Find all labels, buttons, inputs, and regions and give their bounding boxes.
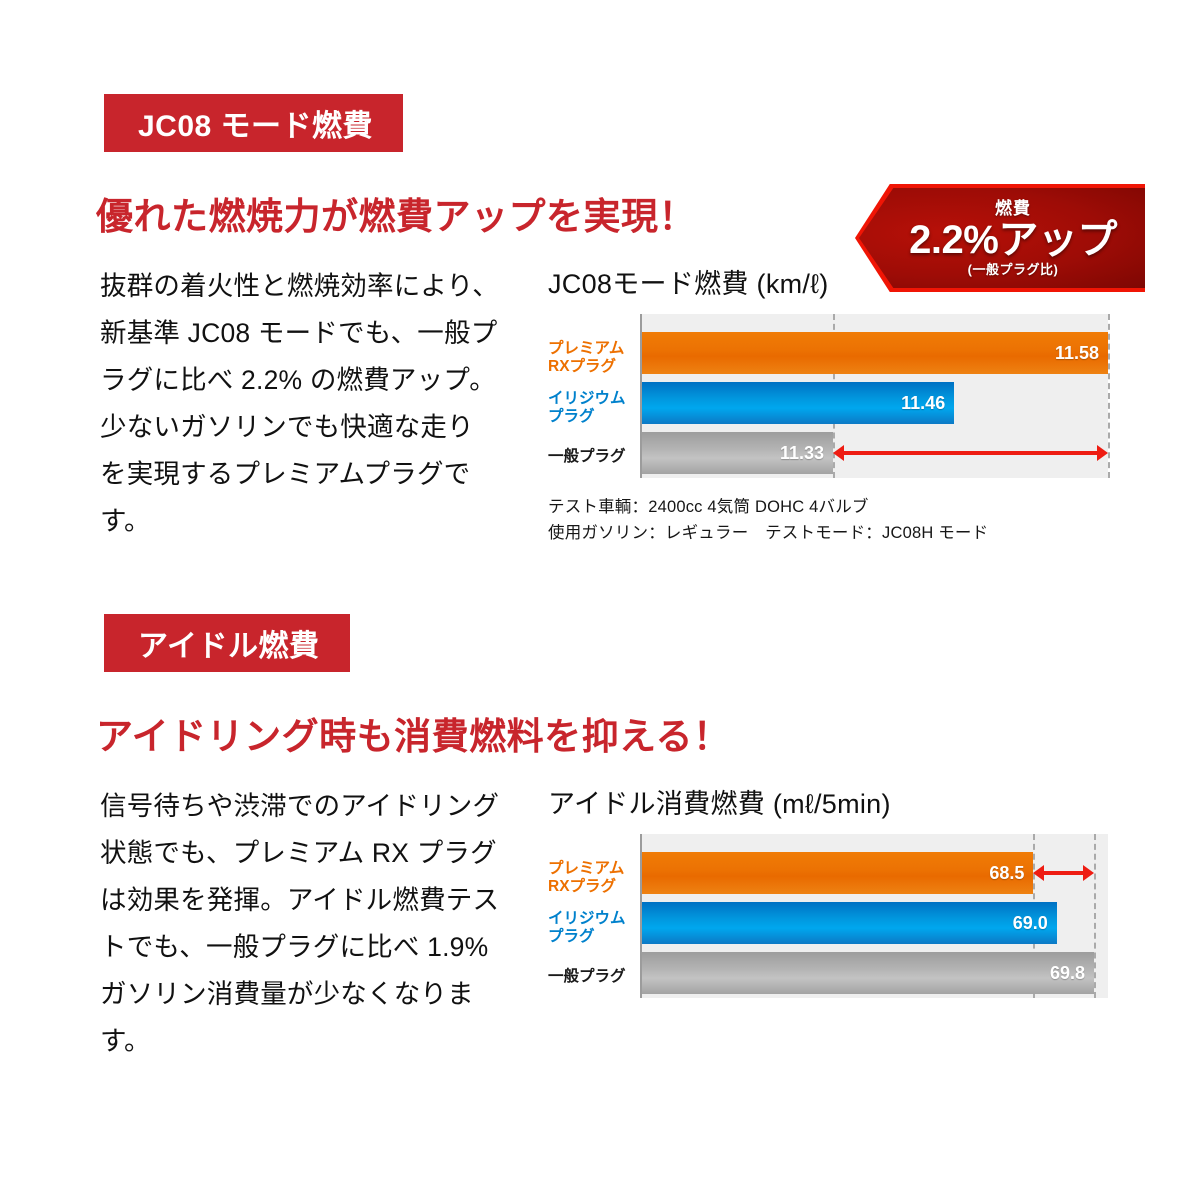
- bar-value-label: 68.5: [989, 862, 1025, 883]
- bar-row: 69.0: [642, 902, 1108, 944]
- section-tag-jc08: JC08 モード燃費: [104, 94, 404, 152]
- footnote-line: 使用ガソリン：レギュラー テストモード：JC08H モード: [548, 524, 989, 542]
- bar-standard: 11.33: [642, 432, 834, 474]
- section-body-idle: 信号待ちや渋滞でのアイドリング状態でも、プレミアム RX プラグは効果を発揮。ア…: [100, 791, 500, 1056]
- category-label-standard: 一般プラグ: [548, 448, 626, 465]
- category-label-premium-rx: プレミアム RXプラグ: [548, 340, 625, 375]
- chart-footnote-jc08: テスト車輌：2400cc 4気筒 DOHC 4バルブ 使用ガソリン：レギュラー …: [548, 494, 988, 546]
- chart-jc08: JC08モード燃費 (km/ℓ) プレミアム RXプラグ イリジウム プラグ 一…: [548, 262, 1110, 478]
- arrow-right-head-icon: [1096, 445, 1108, 461]
- bar-row: 11.58: [642, 332, 1108, 374]
- bar-row: 11.33: [642, 432, 1108, 474]
- footnote-line: テスト車輌：2400cc 4気筒 DOHC 4バルブ: [548, 498, 869, 516]
- chart-title: アイドル消費燃費 (mℓ/5min): [548, 789, 891, 819]
- chart-idle: アイドル消費燃費 (mℓ/5min) プレミアム RXプラグ イリジウム プラグ…: [548, 782, 1108, 998]
- improvement-arrow: [833, 445, 1108, 461]
- bar-value-label: 11.58: [1054, 342, 1099, 363]
- arrow-left-head-icon: [833, 445, 845, 461]
- reference-line-standard: [1094, 834, 1097, 998]
- category-label-iridium: イリジウム プラグ: [548, 390, 626, 425]
- arrow-left-head-icon: [1033, 865, 1045, 881]
- improvement-arrow: [1033, 865, 1095, 881]
- section-body-jc08: 抜群の着火性と燃焼効率により、新基準 JC08 モードでも、一般プラグに比べ 2…: [100, 271, 499, 536]
- category-label-iridium: イリジウム プラグ: [548, 910, 626, 945]
- bar-value-label: 69.0: [1012, 912, 1048, 933]
- chart-plot-area: プレミアム RXプラグ イリジウム プラグ 一般プラグ 11.58 11.46: [548, 314, 1110, 478]
- chart-category-axis: プレミアム RXプラグ イリジウム プラグ 一般プラグ: [548, 834, 640, 998]
- badge-sub-label: (一般プラグ比): [967, 261, 1059, 277]
- chart-category-axis: プレミアム RXプラグ イリジウム プラグ 一般プラグ: [548, 314, 640, 478]
- bar-iridium: 11.46: [642, 382, 955, 424]
- chart-bars-region: 11.58 11.46 11.33: [640, 314, 1110, 478]
- bar-iridium: 69.0: [642, 902, 1057, 944]
- bar-row: 69.8: [642, 952, 1108, 994]
- bar-premium-rx: 11.58: [642, 332, 1108, 374]
- chart-bars-region: 68.5 69.0: [640, 834, 1108, 998]
- bar-value-label: 11.33: [779, 442, 825, 463]
- arrow-right-head-icon: [1083, 865, 1095, 881]
- arrow-shaft: [841, 451, 1100, 455]
- bar-standard: 69.8: [642, 952, 1095, 994]
- category-label-premium-rx: プレミアム RXプラグ: [548, 860, 625, 895]
- hexagon-fill: [859, 188, 1145, 288]
- bar-row: 11.46: [642, 382, 1108, 424]
- fuel-gain-badge-jc08: 燃費 2.2%アップ (一般プラグ比): [855, 184, 1145, 292]
- category-label-standard: 一般プラグ: [548, 968, 626, 985]
- section-tag-idle: アイドル燃費: [104, 614, 350, 672]
- badge-text-group: 燃費 2.2%アップ (一般プラグ比): [855, 184, 1145, 292]
- bar-value-label: 11.46: [901, 392, 946, 413]
- bar-value-label: 69.8: [1049, 962, 1086, 983]
- badge-main-label: 2.2%アップ: [909, 217, 1117, 262]
- badge-top-label: 燃費: [995, 198, 1031, 218]
- reference-line-premium: [1108, 314, 1110, 478]
- section-headline-jc08: 優れた燃焼力が燃費アップを実現！: [96, 196, 696, 237]
- chart-title: JC08モード燃費 (km/ℓ): [548, 269, 829, 299]
- bar-row: 68.5: [642, 852, 1108, 894]
- arrow-shaft: [1041, 871, 1087, 875]
- section-headline-idle: アイドリング時も消費燃料を抑える！: [96, 716, 731, 757]
- bar-premium-rx: 68.5: [642, 852, 1034, 894]
- chart-plot-area: プレミアム RXプラグ イリジウム プラグ 一般プラグ 68.5: [548, 834, 1108, 998]
